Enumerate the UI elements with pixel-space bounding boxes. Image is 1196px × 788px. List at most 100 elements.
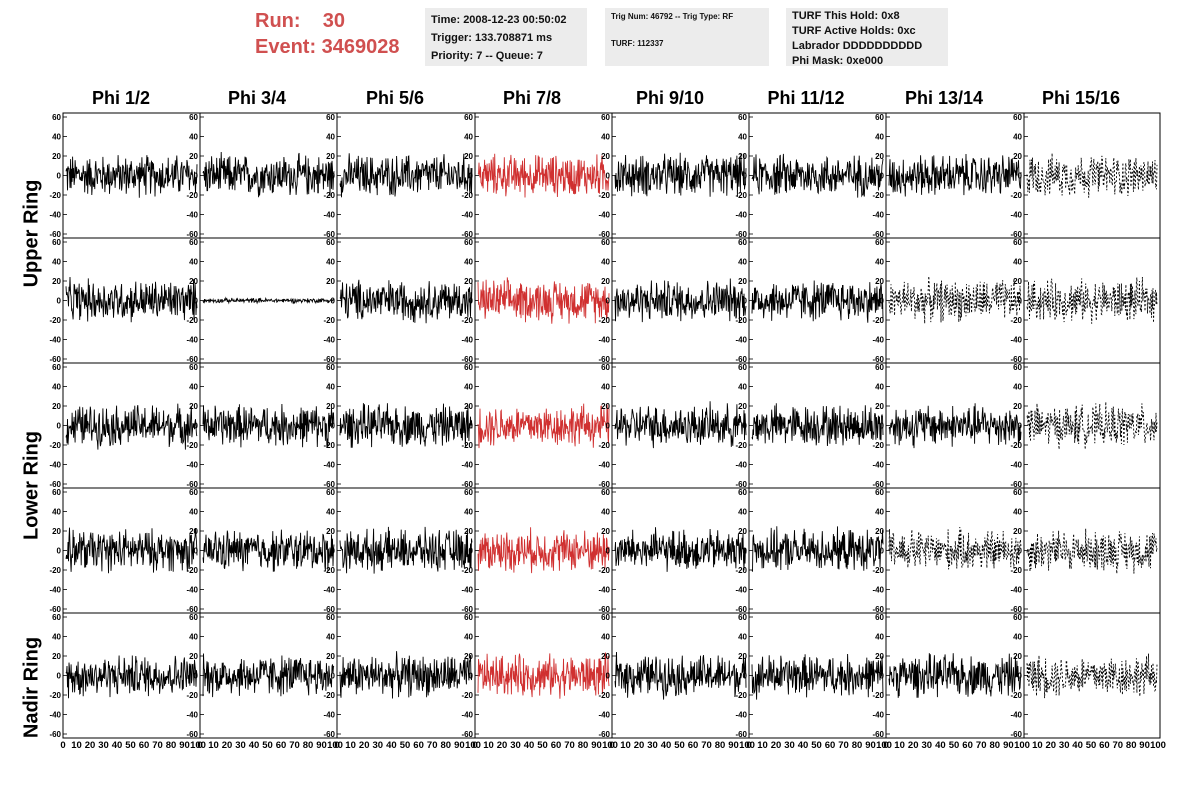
y-tick-label: 60 [875,363,884,372]
y-tick-label: 40 [326,508,335,517]
y-tick-label: 0 [57,422,62,431]
y-tick-label: 0 [880,422,885,431]
x-tick-label: 90 [865,740,876,751]
waveform-trace [339,279,473,324]
x-tick-label: 50 [949,740,960,751]
x-tick-label: 20 [771,740,782,751]
y-tick-label: 0 [469,172,474,181]
x-tick-label: 100 [465,740,481,751]
y-tick-label: 20 [1013,152,1022,161]
waveform-trace [614,527,747,572]
y-tick-label: 20 [464,277,473,286]
y-tick-label: 40 [1013,508,1022,517]
y-tick-label: 60 [189,613,198,622]
y-tick-label: -60 [186,230,198,239]
y-tick-label: -60 [461,605,473,614]
y-tick-label: -40 [186,211,198,220]
y-tick-label: -60 [1010,605,1022,614]
y-tick-label: -60 [872,730,884,739]
x-tick-label: 100 [739,740,755,751]
y-tick-label: 20 [601,402,610,411]
y-tick-label: 20 [1013,652,1022,661]
y-tick-label: -60 [461,355,473,364]
x-tick-label: 60 [1099,740,1110,751]
x-tick-label: 90 [316,740,327,751]
waveform-trace [888,653,1022,698]
waveform-trace [888,276,1022,324]
y-tick-label: 40 [52,383,61,392]
y-tick-label: -60 [735,230,747,239]
x-tick-label: 30 [922,740,933,751]
y-tick-label: 0 [57,547,62,556]
y-tick-label: 40 [189,383,198,392]
y-tick-label: 40 [189,508,198,517]
column-header-phi-1-2: Phi 1/2 [91,88,151,108]
panel-frame [1023,362,1161,489]
y-tick-label: 0 [743,422,748,431]
y-tick-label: -40 [461,461,473,470]
y-tick-label: -20 [735,566,747,575]
x-tick-label: 40 [524,740,535,751]
y-tick-label: -60 [872,355,884,364]
x-tick-label: 60 [825,740,836,751]
y-tick-label: 60 [189,113,198,122]
run-number: Run: 30 [255,10,346,32]
y-tick-label: 60 [738,613,747,622]
y-tick-label: 0 [880,672,885,681]
y-tick-label: 20 [601,152,610,161]
x-tick-label: 0 [472,740,477,751]
y-tick-label: 20 [52,402,61,411]
waveform-trace [888,526,1022,570]
y-tick-label: -40 [49,336,61,345]
y-tick-label: 40 [601,633,610,642]
y-tick-label: 60 [1013,113,1022,122]
y-tick-label: 20 [738,152,747,161]
y-tick-label: -40 [49,586,61,595]
y-tick-label: -60 [49,605,61,614]
x-tick-label: 50 [125,740,136,751]
y-tick-label: 0 [194,672,199,681]
waveform-trace [339,153,473,198]
trigger-text: Trigger: 133.708871 ms [431,32,553,44]
y-tick-label: -40 [323,336,335,345]
y-tick-label: 60 [464,613,473,622]
x-tick-label: 80 [990,740,1001,751]
y-tick-label: -40 [461,711,473,720]
waveform-trace [339,526,473,574]
y-tick-label: 40 [189,258,198,267]
y-tick-label: -60 [598,355,610,364]
y-tick-label: 20 [326,652,335,661]
y-tick-label: -20 [323,691,335,700]
x-tick-label: 80 [578,740,589,751]
x-tick-label: 80 [852,740,863,751]
y-tick-label: -40 [735,461,747,470]
y-tick-label: -40 [598,461,610,470]
y-tick-label: 20 [875,527,884,536]
y-tick-label: 60 [1013,613,1022,622]
y-tick-label: 20 [52,652,61,661]
y-tick-label: 60 [875,488,884,497]
y-tick-label: 40 [738,383,747,392]
y-tick-label: -20 [49,191,61,200]
y-tick-label: -20 [49,316,61,325]
waveform-grid: 6040200-20-40-606040200-20-40-606040200-… [49,112,1166,751]
x-tick-label: 0 [883,740,888,751]
y-tick-label: -60 [49,230,61,239]
y-tick-label: 60 [189,363,198,372]
y-tick-label: 40 [464,383,473,392]
y-tick-label: 40 [464,133,473,142]
y-tick-label: 40 [738,258,747,267]
y-tick-label: 0 [743,672,748,681]
x-tick-label: 20 [497,740,508,751]
x-tick-label: 60 [688,740,699,751]
y-tick-label: -20 [461,691,473,700]
y-tick-label: 20 [189,277,198,286]
y-tick-label: -40 [186,336,198,345]
waveform-trace [65,403,198,450]
y-tick-label: -40 [872,586,884,595]
y-tick-label: -60 [49,730,61,739]
y-tick-label: -40 [735,211,747,220]
x-tick-label: 30 [98,740,109,751]
y-tick-label: 40 [326,133,335,142]
y-tick-label: -40 [49,711,61,720]
